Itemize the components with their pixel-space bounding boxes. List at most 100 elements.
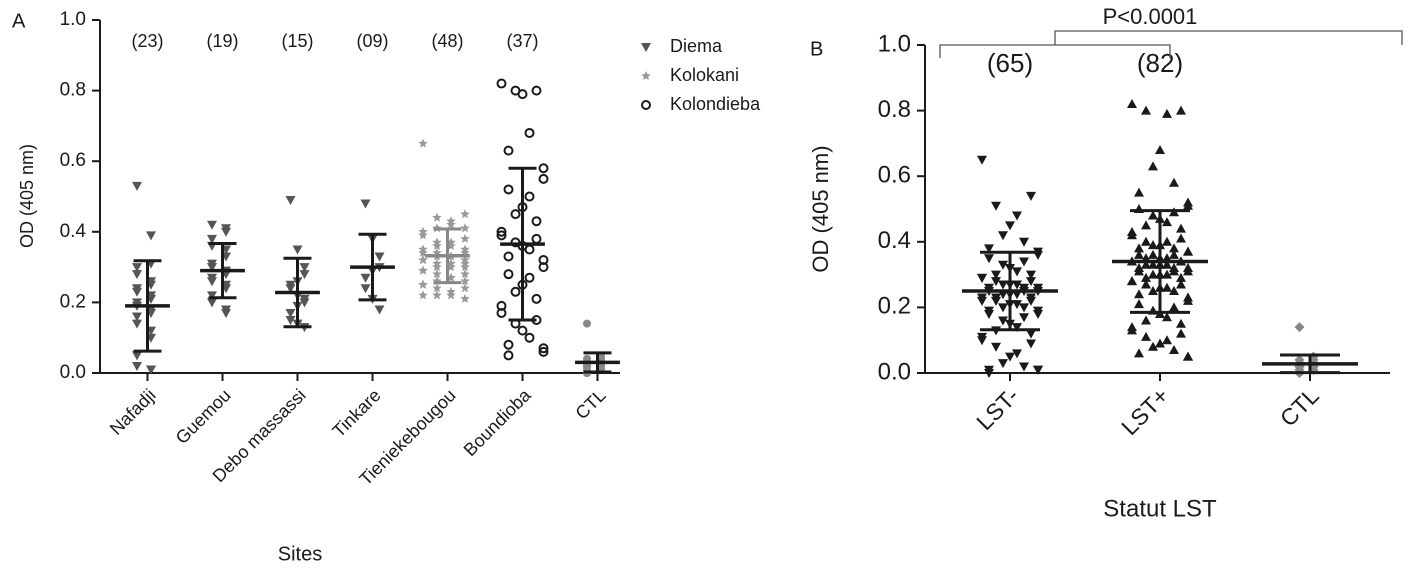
point bbox=[1169, 286, 1179, 295]
point bbox=[977, 296, 987, 306]
point bbox=[1005, 221, 1015, 231]
point bbox=[146, 231, 156, 241]
point bbox=[207, 277, 217, 287]
point bbox=[1148, 240, 1158, 250]
point bbox=[1019, 313, 1029, 323]
point bbox=[977, 155, 987, 165]
point bbox=[998, 231, 1008, 241]
point bbox=[1134, 243, 1144, 253]
point bbox=[496, 226, 507, 237]
point bbox=[1169, 249, 1179, 259]
x-tick-label: LST+ bbox=[1116, 382, 1174, 440]
count-label: (19) bbox=[206, 31, 238, 51]
point bbox=[538, 173, 549, 184]
point bbox=[524, 272, 535, 283]
y-tick-label: 0.8 bbox=[878, 96, 911, 123]
point bbox=[1019, 237, 1029, 247]
x-axis-title: Sites bbox=[278, 543, 322, 565]
point bbox=[1134, 187, 1144, 197]
y-tick-label: 0.8 bbox=[60, 80, 86, 101]
point bbox=[1148, 161, 1158, 171]
point bbox=[460, 269, 470, 279]
point bbox=[360, 284, 371, 294]
point bbox=[524, 127, 535, 138]
x-tick-label: LST- bbox=[971, 382, 1024, 435]
point bbox=[991, 277, 1001, 287]
point bbox=[503, 251, 514, 262]
point bbox=[1162, 259, 1172, 269]
point bbox=[1141, 315, 1151, 325]
point bbox=[460, 283, 470, 293]
point bbox=[460, 276, 470, 286]
point bbox=[1019, 362, 1029, 372]
point bbox=[998, 303, 1008, 313]
point bbox=[1012, 211, 1022, 221]
point bbox=[299, 270, 310, 280]
point bbox=[1155, 338, 1165, 348]
point bbox=[132, 181, 142, 191]
point bbox=[360, 273, 371, 283]
legend-label: Diema bbox=[670, 36, 723, 56]
point bbox=[374, 305, 385, 315]
point bbox=[1148, 249, 1158, 259]
point bbox=[524, 191, 535, 202]
point bbox=[984, 369, 994, 378]
count-label: (15) bbox=[281, 31, 313, 51]
point bbox=[1141, 105, 1151, 115]
point bbox=[1141, 236, 1151, 246]
point bbox=[1183, 295, 1193, 305]
y-tick-label: 1.0 bbox=[878, 30, 911, 57]
point bbox=[991, 201, 1001, 211]
x-tick-label: Boundioba bbox=[460, 384, 536, 460]
y-tick-label: 0.6 bbox=[878, 162, 911, 189]
point bbox=[1169, 302, 1179, 312]
point bbox=[132, 270, 142, 280]
point bbox=[991, 296, 1001, 306]
point bbox=[1155, 144, 1165, 154]
point bbox=[1005, 352, 1015, 362]
x-tick-label: CTL bbox=[1275, 382, 1324, 431]
point bbox=[132, 287, 142, 297]
point bbox=[132, 319, 142, 329]
y-tick-label: 0.4 bbox=[60, 221, 87, 242]
point bbox=[998, 260, 1008, 270]
point bbox=[1012, 267, 1022, 277]
point bbox=[503, 184, 514, 195]
point bbox=[1134, 266, 1144, 276]
point bbox=[418, 230, 428, 240]
point bbox=[1148, 210, 1158, 220]
point bbox=[984, 309, 994, 319]
point bbox=[503, 145, 514, 156]
point bbox=[460, 233, 470, 243]
point bbox=[360, 199, 371, 209]
point bbox=[1127, 99, 1137, 109]
y-axis-title: OD (405 nm) bbox=[808, 145, 833, 272]
point bbox=[641, 71, 651, 81]
point bbox=[1127, 230, 1137, 240]
point bbox=[998, 316, 1008, 326]
count-label: (23) bbox=[131, 31, 163, 51]
point bbox=[1148, 286, 1158, 295]
y-tick-label: 0.4 bbox=[878, 227, 911, 254]
point bbox=[1012, 349, 1022, 359]
count-label: (65) bbox=[987, 48, 1033, 78]
point bbox=[998, 359, 1008, 369]
point bbox=[1033, 365, 1043, 375]
point bbox=[1183, 246, 1193, 256]
point bbox=[1148, 341, 1158, 351]
point bbox=[1134, 249, 1144, 259]
point bbox=[1176, 105, 1186, 115]
point bbox=[977, 273, 987, 283]
point bbox=[146, 365, 156, 375]
point bbox=[1026, 277, 1036, 287]
point bbox=[432, 290, 442, 300]
legend-label: Kolondieba bbox=[670, 94, 761, 114]
point bbox=[418, 138, 428, 148]
y-tick-label: 0.2 bbox=[60, 291, 86, 312]
point bbox=[207, 298, 217, 308]
point bbox=[1169, 266, 1179, 276]
point bbox=[460, 262, 470, 272]
point bbox=[460, 209, 470, 219]
point bbox=[1026, 296, 1036, 306]
point bbox=[132, 361, 142, 371]
